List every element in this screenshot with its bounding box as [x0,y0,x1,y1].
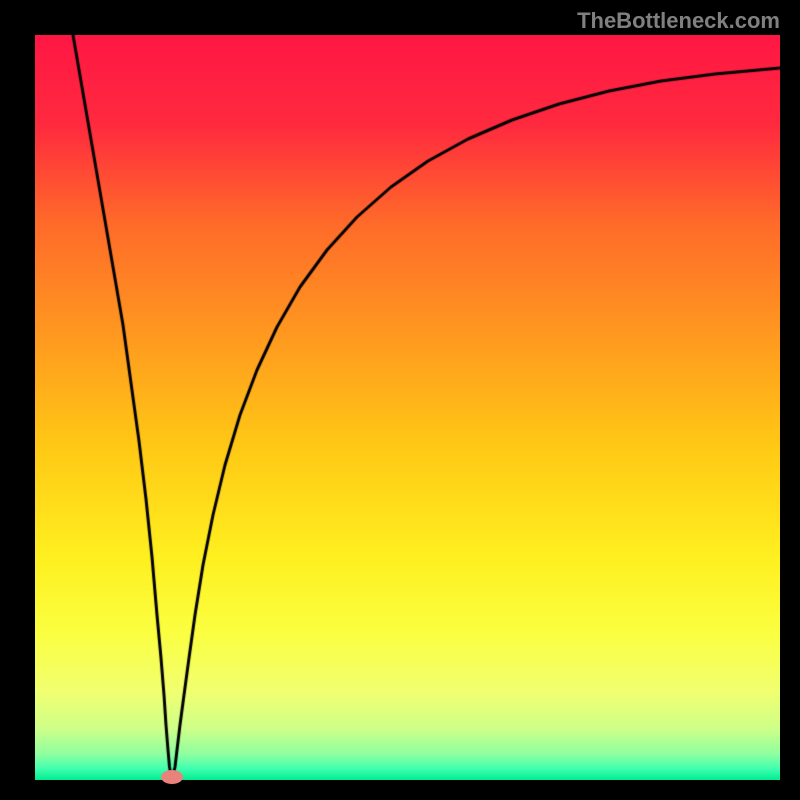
curve-layer [0,0,800,800]
chart-container: TheBottleneck.com [0,0,800,800]
watermark-text: TheBottleneck.com [577,8,780,34]
optimal-point-marker [161,770,183,784]
